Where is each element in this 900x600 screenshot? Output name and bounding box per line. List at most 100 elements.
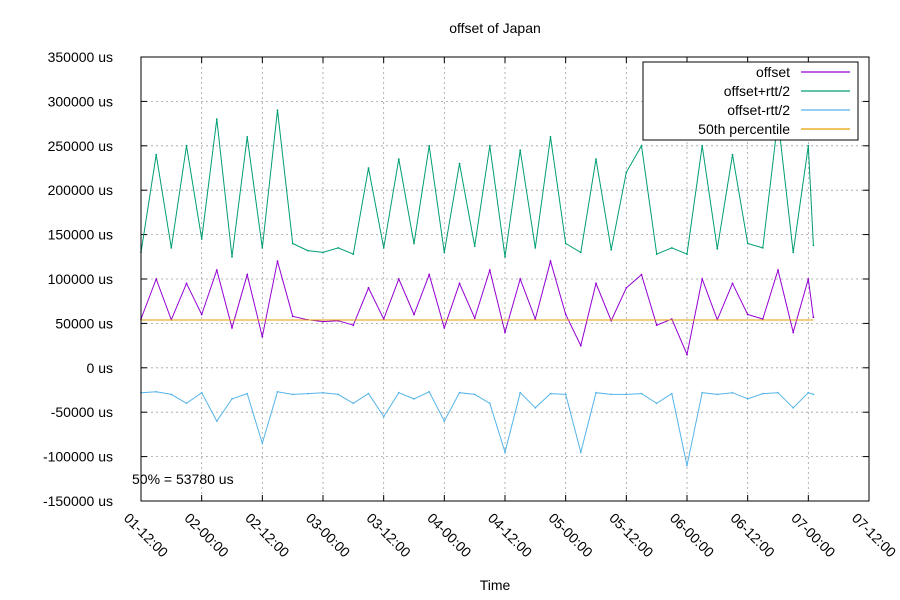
series-offset-rtt-2-point — [322, 251, 324, 254]
x-tick-label: 05-12:00 — [606, 510, 657, 561]
series-offset-rtt-2-point — [549, 136, 552, 138]
series-offset-point — [185, 282, 188, 285]
series-offset-rtt-2-point — [185, 402, 188, 405]
series-offset-point — [322, 320, 324, 323]
series-offset-point — [701, 278, 704, 280]
series-offset-point — [731, 282, 734, 285]
median-annotation: 50% = 53780 us — [132, 471, 234, 487]
legend-label-offset-plus: offset+rtt/2 — [724, 83, 790, 99]
series-offset-point — [473, 317, 476, 319]
series-offset-point — [367, 287, 370, 289]
series-offset-rtt-2-point — [397, 391, 400, 394]
series-offset-rtt-2-point — [610, 393, 613, 396]
series-offset-rtt-2-point — [488, 144, 491, 147]
series-offset-rtt-2-point — [352, 253, 355, 256]
series-offset-rtt-2-line — [140, 391, 814, 466]
series-offset-point — [231, 326, 233, 329]
x-tick-label: 06-00:00 — [667, 510, 718, 561]
series-offset-rtt-2-point — [731, 153, 734, 156]
series-offset-rtt-2-point — [655, 402, 658, 405]
series-offset-point — [686, 353, 688, 356]
series-offset-rtt-2-point — [777, 391, 779, 394]
series-offset-point — [595, 282, 597, 285]
series-offset-rtt-2-point — [625, 393, 628, 396]
series-offset-point — [625, 287, 628, 289]
chart-title: offset of Japan — [449, 20, 541, 36]
series-offset-rtt-2-point — [640, 144, 643, 147]
series-offset-rtt-2-point — [761, 392, 764, 395]
series-offset-rtt-2-point — [716, 393, 719, 396]
series-offset-rtt-2-point — [231, 255, 233, 258]
series-offset-point — [807, 278, 810, 280]
series-offset-rtt-2-point — [534, 406, 537, 409]
series-offset-point — [534, 318, 537, 320]
series-offset-point — [777, 269, 779, 271]
series-offset-rtt-2-point — [397, 158, 400, 161]
series-offset-rtt-2-point — [701, 144, 704, 147]
x-tick-label: 02-12:00 — [242, 510, 293, 561]
y-tick-label: 350000 us — [48, 49, 113, 65]
x-tick-label: 03-12:00 — [364, 510, 415, 561]
series-offset-rtt-2-point — [276, 390, 279, 393]
series-offset-rtt-2-point — [746, 242, 749, 245]
series-offset-rtt-2-point — [458, 391, 461, 394]
series-offset-rtt-2-point — [200, 238, 203, 240]
series-offset-rtt-2-point — [812, 244, 815, 247]
series-offset-rtt-2-point — [625, 171, 628, 174]
legend-label-offset: offset — [756, 64, 790, 80]
x-tick-label: 04-00:00 — [424, 510, 475, 561]
series-offset-point — [504, 331, 506, 334]
series-offset-point — [761, 318, 764, 320]
series-offset-point — [670, 318, 673, 320]
series-offset-rtt-2-point — [458, 162, 461, 165]
series-offset-rtt-2-point — [670, 247, 673, 249]
y-tick-label: 100000 us — [48, 271, 113, 287]
series-offset-rtt-2-point — [443, 420, 446, 422]
x-tick-label: 07-12:00 — [849, 510, 900, 561]
series-offset-point — [488, 269, 491, 271]
series-offset-rtt-2-point — [595, 158, 597, 161]
series-offset-rtt-2-point — [337, 393, 340, 396]
series-offset-rtt-2-point — [807, 391, 810, 394]
series-offset-rtt-2-point — [761, 247, 764, 249]
series-offset-rtt-2-point — [746, 398, 749, 400]
x-tick-label: 06-12:00 — [728, 510, 779, 561]
series-offset-rtt-2-point — [413, 242, 415, 245]
y-axis: -150000 us -100000 us -50000 us 0 us 50000 u… — [43, 49, 869, 509]
series-offset-point — [428, 273, 431, 276]
series-offset-rtt-2-point — [564, 393, 567, 396]
series-offset-rtt-2-point — [473, 245, 476, 248]
series-offset-rtt-2-point — [792, 406, 795, 409]
series-offset-rtt-2-point — [352, 402, 355, 405]
series-offset-rtt-2-point — [428, 390, 431, 393]
series-offset-rtt-2-point — [701, 391, 704, 394]
x-tick-label: 02-00:00 — [182, 510, 233, 561]
x-tick-label: 01-12:00 — [121, 510, 172, 561]
series-offset-rtt-2-point — [731, 391, 734, 394]
series-offset-rtt-2-point — [428, 144, 431, 147]
series-offset-point — [200, 313, 203, 316]
plot-frame — [140, 56, 870, 502]
series-offset-point — [812, 316, 815, 319]
series-offset-rtt-2-point — [564, 242, 567, 245]
series-offset-rtt-2-point — [579, 451, 582, 454]
x-axis-label: Time — [480, 577, 511, 593]
series-offset-rtt-2-point — [276, 109, 279, 112]
series-offset-rtt-2-point — [488, 402, 491, 405]
series-offset-rtt-2-point — [413, 398, 415, 400]
series-offset-rtt-2-point — [807, 144, 810, 147]
series-offset-rtt-2-point — [670, 392, 673, 395]
series-offset-rtt-2-point — [443, 251, 446, 254]
series-offset-rtt-2-point — [246, 136, 249, 138]
series-offset-rtt-2-point — [716, 247, 719, 250]
series-offset-point — [413, 313, 415, 316]
series-offset-rtt-2-point — [686, 464, 688, 467]
y-tick-label: 250000 us — [48, 138, 113, 154]
series-offset-point — [276, 260, 279, 263]
series-offset-point — [382, 318, 385, 320]
y-tick-label: 50000 us — [55, 315, 113, 331]
series-offset-rtt-2-point — [170, 247, 173, 249]
series-offset-rtt-2-point — [367, 392, 370, 395]
series-offset-point — [443, 326, 446, 329]
y-tick-label: 0 us — [87, 360, 113, 376]
